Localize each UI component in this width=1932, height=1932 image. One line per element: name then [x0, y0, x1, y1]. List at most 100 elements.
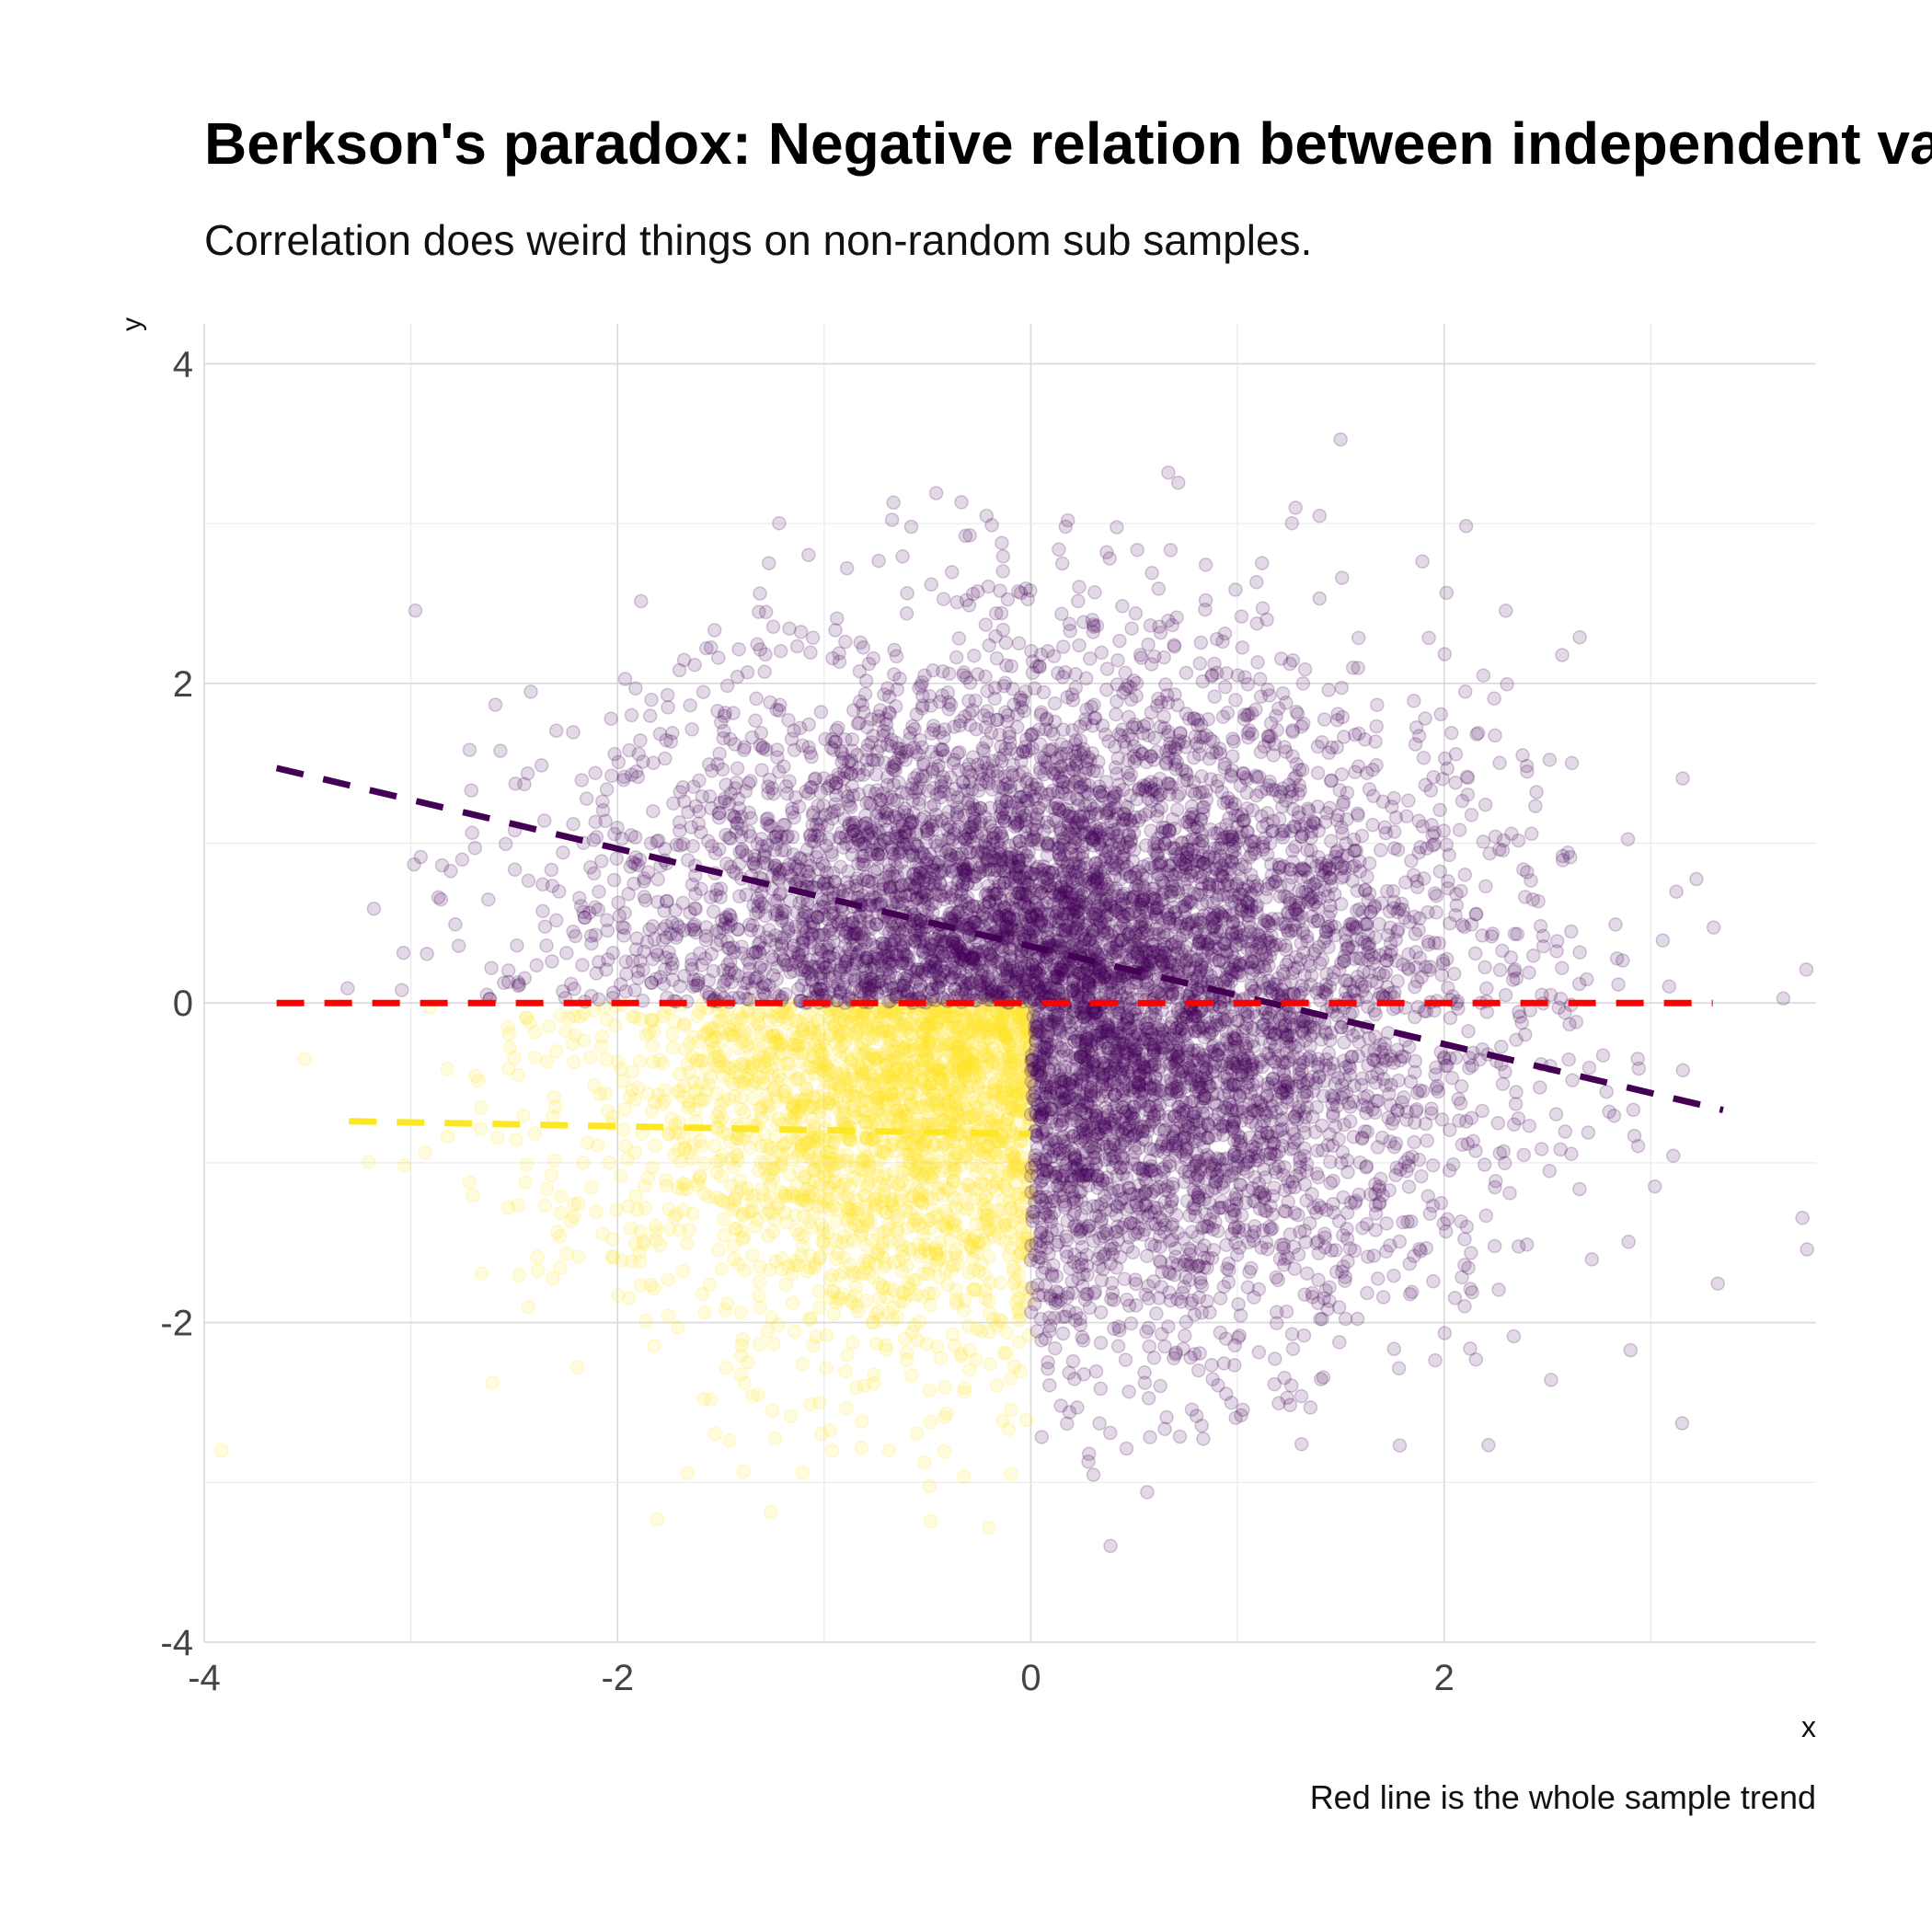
point-excluded — [763, 1190, 778, 1205]
point-excluded — [752, 1007, 766, 1023]
point-excluded — [474, 1100, 489, 1115]
point-selected — [523, 684, 538, 699]
point-excluded — [997, 1179, 1012, 1193]
point-excluded — [735, 1331, 750, 1347]
point-excluded — [998, 1153, 1014, 1168]
point-excluded — [956, 1013, 971, 1028]
point-excluded — [790, 1039, 806, 1053]
point-selected — [465, 825, 479, 841]
point-excluded — [808, 1059, 823, 1074]
point-excluded — [576, 1006, 592, 1021]
point-excluded — [655, 1097, 670, 1111]
point-selected — [1675, 771, 1690, 786]
point-excluded — [764, 1504, 778, 1520]
point-excluded — [615, 1074, 631, 1089]
point-excluded — [647, 1281, 661, 1295]
point-excluded — [796, 1238, 811, 1254]
point-excluded — [715, 1147, 730, 1163]
point-excluded — [694, 1139, 709, 1154]
point-excluded — [966, 1282, 981, 1297]
point-excluded — [868, 1051, 883, 1066]
point-excluded — [648, 1138, 662, 1154]
point-excluded — [766, 1336, 781, 1351]
point-excluded — [899, 1201, 914, 1216]
point-excluded — [699, 1061, 714, 1076]
point-excluded — [822, 1422, 837, 1438]
point-excluded — [876, 1225, 891, 1240]
point-excluded — [912, 1193, 927, 1208]
point-excluded — [987, 1149, 1002, 1165]
point-selected — [628, 681, 643, 696]
point-excluded — [765, 1162, 779, 1177]
point-excluded — [902, 1109, 916, 1123]
point-excluded — [886, 1198, 901, 1213]
point-excluded — [771, 1111, 787, 1126]
point-excluded — [937, 1066, 953, 1081]
point-selected — [566, 725, 581, 740]
point-excluded — [728, 1191, 742, 1206]
point-excluded — [440, 1129, 455, 1144]
point-excluded — [932, 1011, 948, 1026]
point-excluded — [397, 1158, 412, 1173]
point-selected — [510, 937, 524, 953]
point-excluded — [508, 1133, 523, 1147]
point-excluded — [1000, 1111, 1016, 1127]
point-excluded — [972, 1069, 987, 1084]
point-excluded — [734, 1181, 749, 1196]
point-excluded — [836, 1000, 852, 1016]
point-excluded — [1012, 1041, 1027, 1056]
point-excluded — [734, 1090, 749, 1105]
point-excluded — [744, 1248, 760, 1263]
point-excluded — [745, 1388, 760, 1404]
point-excluded — [868, 1158, 884, 1174]
point-excluded — [788, 1073, 803, 1087]
point-selected — [493, 743, 508, 758]
point-excluded — [672, 1115, 687, 1130]
point-excluded — [807, 1121, 822, 1136]
point-excluded — [990, 1092, 1005, 1108]
point-excluded — [947, 1224, 962, 1238]
point-excluded — [882, 1233, 897, 1248]
point-excluded — [923, 1092, 938, 1107]
point-excluded — [696, 1391, 712, 1407]
point-excluded — [781, 1189, 797, 1203]
point-excluded — [891, 1075, 906, 1091]
point-excluded — [857, 1091, 872, 1106]
point-excluded — [485, 1375, 500, 1391]
point-excluded — [957, 1385, 972, 1399]
point-excluded — [733, 1075, 748, 1089]
point-excluded — [914, 1115, 928, 1131]
point-excluded — [812, 1395, 827, 1410]
point-excluded — [681, 1100, 696, 1115]
point-selected — [1285, 1341, 1301, 1356]
point-excluded — [994, 1314, 1009, 1328]
point-excluded — [829, 1251, 844, 1267]
point-excluded — [755, 1070, 770, 1085]
point-excluded — [657, 1004, 672, 1018]
point-excluded — [752, 1050, 766, 1064]
point-excluded — [702, 1277, 718, 1293]
point-excluded — [715, 1111, 730, 1126]
point-excluded — [938, 1263, 953, 1278]
point-excluded — [872, 1291, 887, 1305]
point-selected — [1350, 1311, 1365, 1327]
point-excluded — [897, 1023, 913, 1038]
point-excluded — [931, 1063, 946, 1077]
point-excluded — [886, 1282, 902, 1297]
point-excluded — [908, 1288, 924, 1303]
point-excluded — [546, 1271, 560, 1286]
point-excluded — [884, 1006, 899, 1020]
point-excluded — [803, 1220, 819, 1235]
point-excluded — [798, 1097, 812, 1112]
point-excluded — [885, 1312, 901, 1327]
point-excluded — [945, 1016, 960, 1030]
point-excluded — [812, 1104, 827, 1120]
point-excluded — [1008, 1294, 1024, 1310]
point-excluded — [840, 1348, 856, 1363]
point-selected — [1443, 1010, 1458, 1026]
point-excluded — [914, 1136, 928, 1151]
point-selected — [884, 512, 900, 527]
point-excluded — [844, 1085, 859, 1100]
point-excluded — [879, 1057, 893, 1073]
point-excluded — [760, 1064, 775, 1079]
